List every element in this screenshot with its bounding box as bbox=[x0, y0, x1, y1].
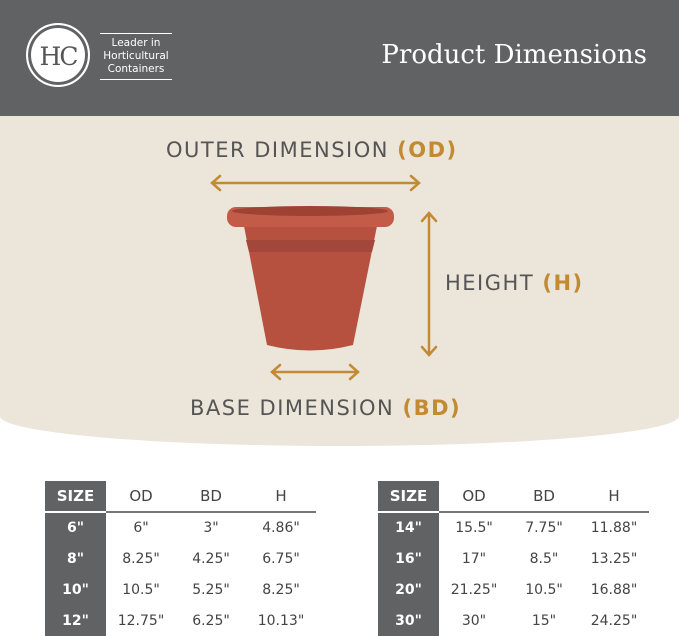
table-cell: BD bbox=[509, 481, 579, 513]
table-cell: 4.86" bbox=[262, 520, 300, 536]
height-label: HEIGHT (H) bbox=[445, 271, 584, 295]
table-cell: 15.5" bbox=[455, 520, 493, 536]
table-cell: 30" bbox=[461, 612, 487, 629]
table-cell: 10.5" bbox=[122, 581, 160, 598]
table-header-row: SIZE OD BD H bbox=[378, 481, 649, 513]
table-cell: 15" bbox=[531, 612, 557, 629]
height-arrow bbox=[420, 211, 438, 357]
table-cell: 20" bbox=[378, 574, 439, 605]
table-row: 12" 12.75" 6.25" 10.13" bbox=[45, 605, 316, 636]
table-cell: 10.13" bbox=[257, 612, 305, 629]
table-cell: 30" bbox=[378, 605, 439, 636]
table-cell: OD bbox=[106, 481, 176, 513]
table-cell: 8.5" bbox=[529, 550, 559, 567]
table-cell: 8" bbox=[45, 543, 106, 574]
table-cell: 6.25" bbox=[192, 612, 230, 629]
label-text: (H) bbox=[542, 271, 584, 295]
table-cell: 12.75" bbox=[117, 612, 165, 629]
table-cell: 4.25" bbox=[192, 550, 230, 567]
tagline: Leader in Horticultural Containers bbox=[100, 33, 172, 80]
base-dimension-label: BASE DIMENSION (BD) bbox=[190, 396, 461, 420]
table-cell: 6" bbox=[45, 512, 106, 543]
arrows bbox=[210, 174, 438, 381]
size-table-small: SIZE OD BD H 6" 6" 3" 4.86" 8" 8.25" 4.25" 6.75" … bbox=[45, 481, 316, 636]
table-cell: 3" bbox=[203, 520, 219, 536]
tagline-line: Horticultural bbox=[103, 50, 169, 62]
table-cell: SIZE bbox=[378, 481, 439, 513]
table-cell: 11.88" bbox=[590, 520, 638, 536]
logo-text: HC bbox=[39, 42, 79, 71]
table-cell: 16.88" bbox=[590, 581, 638, 598]
table-cell: 13.25" bbox=[590, 550, 638, 567]
table-cell: OD bbox=[439, 481, 509, 513]
table-cell: 17" bbox=[461, 550, 487, 567]
table-cell: 14" bbox=[378, 512, 439, 543]
label-text: BASE DIMENSION bbox=[190, 396, 395, 420]
table-cell: 6.75" bbox=[262, 550, 300, 567]
table-cell: 6" bbox=[133, 520, 149, 536]
table-row: 20" 21.25" 10.5" 16.88" bbox=[378, 574, 649, 605]
size-table-large: SIZE OD BD H 14" 15.5" 7.75" 11.88" 16" 17" 8.5"… bbox=[378, 481, 649, 636]
label-text: (OD) bbox=[397, 138, 458, 162]
pot-image bbox=[227, 206, 394, 351]
table-row: 16" 17" 8.5" 13.25" bbox=[378, 543, 649, 574]
table-cell: 8.25" bbox=[122, 550, 160, 567]
table-row: 8" 8.25" 4.25" 6.75" bbox=[45, 543, 316, 574]
table-cell: H bbox=[246, 481, 316, 513]
table-header-row: SIZE OD BD H bbox=[45, 481, 316, 513]
table-cell: 10" bbox=[45, 574, 106, 605]
base-dimension-arrow bbox=[270, 363, 360, 381]
table-row: 14" 15.5" 7.75" 11.88" bbox=[378, 512, 649, 543]
hc-logo: HC bbox=[26, 23, 90, 87]
outer-dimension-arrow bbox=[210, 174, 421, 192]
table-cell: 7.75" bbox=[525, 520, 563, 536]
tagline-line: Containers bbox=[107, 63, 165, 75]
table-cell: BD bbox=[176, 481, 246, 513]
label-text: (BD) bbox=[402, 396, 462, 420]
table-cell: 21.25" bbox=[450, 581, 498, 598]
table-cell: 5.25" bbox=[192, 581, 230, 598]
table-cell: H bbox=[579, 481, 649, 513]
header: HC Leader in Horticultural Containers Pr… bbox=[0, 0, 679, 116]
pot-diagram bbox=[210, 174, 438, 381]
page-title: Product Dimensions bbox=[381, 40, 647, 70]
table-cell: 16" bbox=[378, 543, 439, 574]
label-text: HEIGHT bbox=[445, 271, 535, 295]
table-cell: 24.25" bbox=[590, 612, 638, 629]
table-row: 30" 30" 15" 24.25" bbox=[378, 605, 649, 636]
label-text: OUTER DIMENSION bbox=[166, 138, 389, 162]
outer-dimension-label: OUTER DIMENSION (OD) bbox=[166, 138, 458, 162]
tagline-line: Leader in bbox=[111, 37, 161, 49]
table-cell: SIZE bbox=[45, 481, 106, 513]
table-cell: 8.25" bbox=[262, 581, 300, 598]
table-row: 6" 6" 3" 4.86" bbox=[45, 512, 316, 543]
table-row: 10" 10.5" 5.25" 8.25" bbox=[45, 574, 316, 605]
table-cell: 12" bbox=[45, 605, 106, 636]
table-cell: 10.5" bbox=[525, 581, 563, 598]
